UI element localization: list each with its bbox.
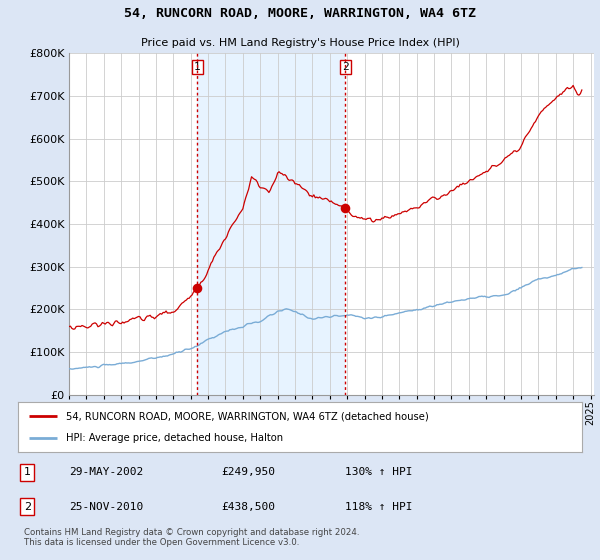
Text: 25-NOV-2010: 25-NOV-2010: [69, 502, 143, 511]
Text: 54, RUNCORN ROAD, MOORE, WARRINGTON, WA4 6TZ: 54, RUNCORN ROAD, MOORE, WARRINGTON, WA4…: [124, 7, 476, 20]
Text: 1: 1: [194, 62, 200, 72]
Text: Price paid vs. HM Land Registry's House Price Index (HPI): Price paid vs. HM Land Registry's House …: [140, 38, 460, 48]
Text: HPI: Average price, detached house, Halton: HPI: Average price, detached house, Halt…: [66, 433, 283, 444]
Text: £249,950: £249,950: [221, 468, 275, 477]
Text: 118% ↑ HPI: 118% ↑ HPI: [345, 502, 413, 511]
Point: [341, 203, 350, 212]
Bar: [197, 53, 346, 395]
Text: 1: 1: [23, 468, 31, 477]
Text: £438,500: £438,500: [221, 502, 275, 511]
Text: 130% ↑ HPI: 130% ↑ HPI: [345, 468, 413, 477]
Text: Contains HM Land Registry data © Crown copyright and database right 2024.
This d: Contains HM Land Registry data © Crown c…: [24, 528, 359, 547]
Text: 2: 2: [342, 62, 349, 72]
Text: 54, RUNCORN ROAD, MOORE, WARRINGTON, WA4 6TZ (detached house): 54, RUNCORN ROAD, MOORE, WARRINGTON, WA4…: [66, 411, 428, 421]
Text: 2: 2: [23, 502, 31, 511]
Text: 29-MAY-2002: 29-MAY-2002: [69, 468, 143, 477]
Point: [193, 283, 202, 292]
